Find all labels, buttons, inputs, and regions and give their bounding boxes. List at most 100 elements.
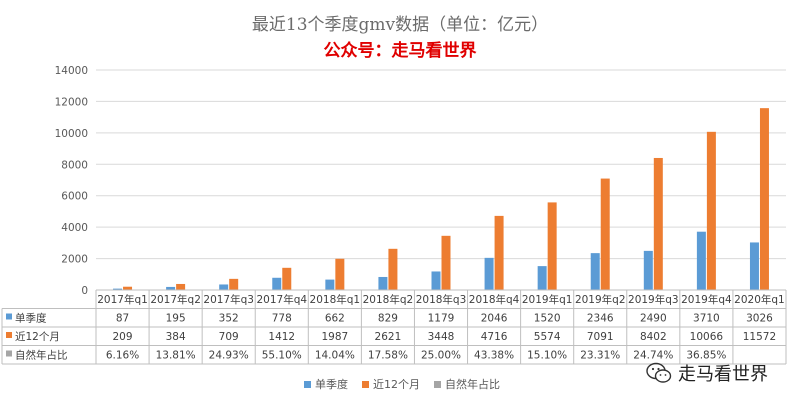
bar-series1 <box>484 257 494 290</box>
data-label: 24.93% <box>209 350 249 362</box>
data-label: 7091 <box>587 331 614 343</box>
legend-item-series1: 单季度 <box>304 376 348 392</box>
legend-swatch-series3 <box>434 380 441 388</box>
data-label: 14.04% <box>315 350 355 362</box>
data-label: 709 <box>219 331 239 343</box>
data-label: 25.00% <box>421 350 461 362</box>
bar-series2 <box>441 235 451 290</box>
watermark-text: 走马看世界 <box>678 364 768 385</box>
legend-item-series2: 近12个月 <box>362 376 420 392</box>
legend-swatch-series1 <box>304 380 311 388</box>
bar-series1 <box>378 276 388 290</box>
bar-series2 <box>176 283 186 290</box>
data-label: 8402 <box>640 331 667 343</box>
y-tick-label: 14000 <box>55 65 88 77</box>
data-label: 15.10% <box>527 350 567 362</box>
bar-series2 <box>759 108 769 290</box>
data-label: 384 <box>166 331 186 343</box>
data-label: 55.10% <box>262 350 302 362</box>
table-legend-swatch <box>6 332 12 338</box>
bar-series2 <box>388 248 398 290</box>
x-tick-label: 2018年q1 <box>310 293 361 306</box>
data-label: 4716 <box>481 331 508 343</box>
data-label: 2490 <box>640 313 667 325</box>
data-label: 87 <box>116 313 129 325</box>
data-label: 24.74% <box>633 350 673 362</box>
y-tick-label: 2000 <box>61 254 88 266</box>
x-tick-label: 2017年q2 <box>150 293 201 306</box>
data-label: 209 <box>113 331 133 343</box>
bar-series1 <box>113 288 123 290</box>
y-tick-label: 8000 <box>61 159 88 171</box>
x-tick-label: 2019年q1 <box>522 293 573 306</box>
data-label: 829 <box>378 313 398 325</box>
bar-series2 <box>335 258 345 290</box>
data-label: 11572 <box>743 331 776 343</box>
legend-label-series1: 单季度 <box>315 378 348 391</box>
data-label: 17.58% <box>368 350 408 362</box>
legend-label-series3: 自然年占比 <box>445 378 500 391</box>
bar-series2 <box>494 215 504 290</box>
bar-series1 <box>219 284 229 290</box>
bar-series2 <box>706 131 716 290</box>
data-label: 1412 <box>268 331 295 343</box>
data-label: 3710 <box>693 313 720 325</box>
y-tick-label: 4000 <box>61 222 88 234</box>
table-series-name: 近12个月 <box>15 330 60 343</box>
table-legend-swatch <box>6 350 12 357</box>
x-tick-label: 2018年q2 <box>363 293 414 306</box>
data-label: 2621 <box>375 331 402 343</box>
bar-series1 <box>272 277 282 290</box>
bar-series2 <box>600 178 610 290</box>
bar-series1 <box>537 266 547 290</box>
data-label: 6.16% <box>106 350 139 362</box>
y-tick-label: 6000 <box>61 191 88 203</box>
x-tick-label: 2019年q2 <box>575 293 626 306</box>
bar-series1 <box>590 253 600 290</box>
bar-series2 <box>282 267 292 290</box>
watermark: 走马看世界 <box>646 360 768 386</box>
legend-swatch-series2 <box>362 380 369 388</box>
wechat-icon <box>646 362 672 383</box>
data-label: 23.31% <box>580 350 620 362</box>
bar-series1 <box>166 286 176 290</box>
x-tick-label: 2017年q4 <box>256 293 307 306</box>
chart-subtitle: 公众号：走马看世界 <box>323 41 477 61</box>
x-tick-label: 2020年q1 <box>734 293 785 306</box>
bar-series2 <box>547 202 557 290</box>
data-label: 1520 <box>534 313 561 325</box>
data-label: 3448 <box>428 331 455 343</box>
x-tick-label: 2018年q4 <box>469 293 520 306</box>
y-tick-label: 0 <box>81 285 88 297</box>
bar-series1 <box>325 279 335 290</box>
chart-title: 最近13个季度gmv数据（单位：亿元） <box>251 15 549 35</box>
bar-series1 <box>431 271 441 290</box>
table-series-name: 自然年占比 <box>15 349 68 362</box>
data-label: 778 <box>272 313 292 325</box>
data-label: 1987 <box>321 331 348 343</box>
data-label: 5574 <box>534 331 561 343</box>
bar-series1 <box>643 250 653 290</box>
table-series-name: 单季度 <box>15 312 47 325</box>
data-label: 352 <box>219 313 239 325</box>
x-tick-label: 2019年q4 <box>681 293 732 306</box>
data-label: 195 <box>166 313 186 325</box>
x-tick-label: 2017年q3 <box>203 293 254 306</box>
bar-series1 <box>749 242 759 290</box>
data-label: 10066 <box>690 331 724 343</box>
data-label: 36.85% <box>686 350 726 362</box>
bar-series2 <box>229 278 239 290</box>
x-tick-label: 2019年q3 <box>628 293 679 306</box>
y-tick-label: 10000 <box>55 128 88 140</box>
legend-label-series2: 近12个月 <box>373 378 420 391</box>
data-label: 1179 <box>428 313 455 325</box>
x-tick-label: 2017年q1 <box>97 293 148 306</box>
x-tick-label: 2018年q3 <box>416 293 467 306</box>
data-label: 2346 <box>587 313 614 325</box>
data-label: 13.81% <box>156 350 196 362</box>
data-label: 43.38% <box>474 350 514 362</box>
bar-series2 <box>123 286 133 290</box>
data-label: 3026 <box>746 313 773 325</box>
data-label: 662 <box>325 313 345 325</box>
